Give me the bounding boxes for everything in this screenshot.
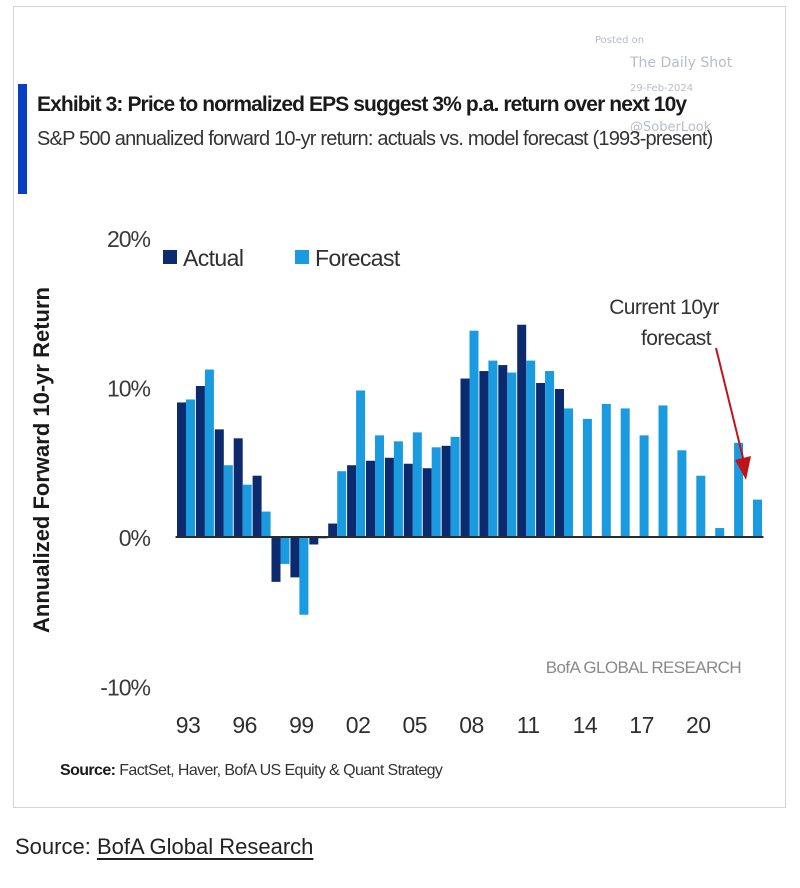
bar-forecast-1998 xyxy=(280,537,290,564)
legend-swatch-actual xyxy=(163,250,177,264)
x-tick-label: 96 xyxy=(232,712,257,738)
x-tick-label: 17 xyxy=(629,712,654,738)
bar-actual-2001 xyxy=(328,523,338,537)
legend-label-actual: Actual xyxy=(183,245,243,271)
legend-label-forecast: Forecast xyxy=(315,245,401,271)
bar-actual-2011 xyxy=(517,324,527,537)
bar-forecast-2021 xyxy=(715,528,725,537)
bar-actual-2010 xyxy=(498,365,508,537)
bar-actual-2013 xyxy=(555,388,564,537)
bar-forecast-2018 xyxy=(658,405,668,537)
bar-forecast-2023 xyxy=(753,499,762,537)
bar-actual-1997 xyxy=(252,475,262,537)
bar-forecast-2015 xyxy=(601,403,611,537)
bar-forecast-1994 xyxy=(204,369,214,537)
bar-forecast-2003 xyxy=(375,435,384,537)
y-tick-label: 20% xyxy=(107,226,151,252)
bar-actual-1994 xyxy=(195,386,205,537)
bar-forecast-2004 xyxy=(393,441,403,537)
bar-actual-1996 xyxy=(233,438,243,537)
footer-source-label: Source: xyxy=(15,834,91,859)
annotation-arrow-line xyxy=(715,347,746,467)
annotation-line-2: forecast xyxy=(641,327,712,350)
footer-source-link[interactable]: BofA Global Research xyxy=(96,834,314,859)
bar-actual-2007 xyxy=(441,445,451,537)
annotation-line-1: Current 10yr xyxy=(609,296,719,319)
bar-actual-2002 xyxy=(347,465,357,537)
y-tick-label: -10% xyxy=(100,675,150,701)
bar-actual-2000 xyxy=(309,537,319,545)
y-axis-title-group: Annualized Forward 10-yr Return xyxy=(29,287,54,633)
bar-actual-1995 xyxy=(214,429,224,537)
branding-label: BofA GLOBAL RESEARCH xyxy=(546,658,741,677)
y-tick-label: 10% xyxy=(107,376,151,402)
watermark-posted-on: Posted on xyxy=(595,35,645,46)
bar-forecast-2002 xyxy=(356,390,366,537)
watermark-publisher: The Daily Shot xyxy=(630,55,733,71)
chart-title: Exhibit 3: Price to normalized EPS sugge… xyxy=(37,93,687,116)
bar-forecast-2017 xyxy=(639,435,649,537)
y-tick-labels: 20% 10% 0% -10% xyxy=(100,226,151,701)
footer-source: Source: BofA Global Research xyxy=(15,834,313,860)
bar-actual-1993 xyxy=(177,402,186,537)
bar-forecast-2016 xyxy=(620,408,630,537)
x-tick-label: 05 xyxy=(403,712,428,738)
y-axis-title: Annualized Forward 10-yr Return xyxy=(29,287,54,633)
bar-actual-2006 xyxy=(422,468,432,537)
bar-forecast-1997 xyxy=(261,511,271,537)
x-tick-label: 93 xyxy=(176,712,201,738)
x-tick-label: 20 xyxy=(686,712,711,738)
x-tick-label: 14 xyxy=(573,712,598,738)
bar-actual-2004 xyxy=(384,457,394,537)
bar-actual-2012 xyxy=(536,383,546,537)
bar-forecast-1999 xyxy=(299,537,309,615)
x-tick-label: 11 xyxy=(517,712,540,738)
chart-card xyxy=(13,6,786,808)
bar-forecast-1995 xyxy=(223,465,233,537)
bar-actual-1999 xyxy=(290,537,300,578)
bar-forecast-2010 xyxy=(507,372,517,537)
bar-forecast-2014 xyxy=(582,418,592,537)
chart-subtitle: S&P 500 annualized forward 10-yr return:… xyxy=(37,128,713,150)
bar-forecast-2011 xyxy=(526,360,536,537)
chart-source-text: FactSet, Haver, BofA US Equity & Quant S… xyxy=(119,762,443,779)
x-tick-label: 08 xyxy=(459,712,484,738)
bar-forecast-2008 xyxy=(469,330,479,537)
annotation: Current 10yr forecast xyxy=(609,296,751,480)
bar-forecast-2006 xyxy=(431,447,441,537)
bar-forecast-1993 xyxy=(186,399,195,537)
bar-forecast-2013 xyxy=(564,408,573,537)
bar-forecast-2009 xyxy=(488,360,498,537)
x-tick-label: 99 xyxy=(289,712,314,738)
chart-source: Source: FactSet, Haver, BofA US Equity &… xyxy=(60,762,443,780)
bar-actual-2005 xyxy=(403,463,413,537)
bars xyxy=(177,324,762,615)
x-tick-labels: 93 96 99 02 05 08 11 14 17 20 xyxy=(176,712,711,738)
annotation-arrow-head xyxy=(735,456,751,480)
bar-forecast-2012 xyxy=(545,371,555,537)
bar-forecast-2020 xyxy=(696,475,706,537)
legend-swatch-forecast xyxy=(295,250,309,264)
bar-actual-2003 xyxy=(366,460,375,537)
bar-actual-2009 xyxy=(479,371,489,537)
bar-forecast-2007 xyxy=(450,436,460,537)
bar-actual-2008 xyxy=(460,378,470,537)
bar-forecast-1996 xyxy=(242,484,252,537)
chart-source-label: Source: xyxy=(60,762,116,779)
bar-forecast-2022 xyxy=(734,442,744,537)
x-tick-label: 02 xyxy=(346,712,371,738)
watermark-handle: @SoberLook xyxy=(630,120,712,135)
bar-forecast-2005 xyxy=(412,432,422,537)
bar-actual-1998 xyxy=(271,537,281,582)
accent-bar xyxy=(18,84,27,194)
bar-forecast-2019 xyxy=(677,450,687,537)
legend: Actual Forecast xyxy=(163,245,401,271)
watermark-date: 29-Feb-2024 xyxy=(630,83,694,94)
y-tick-label: 0% xyxy=(119,525,151,551)
bar-forecast-2001 xyxy=(337,471,347,537)
